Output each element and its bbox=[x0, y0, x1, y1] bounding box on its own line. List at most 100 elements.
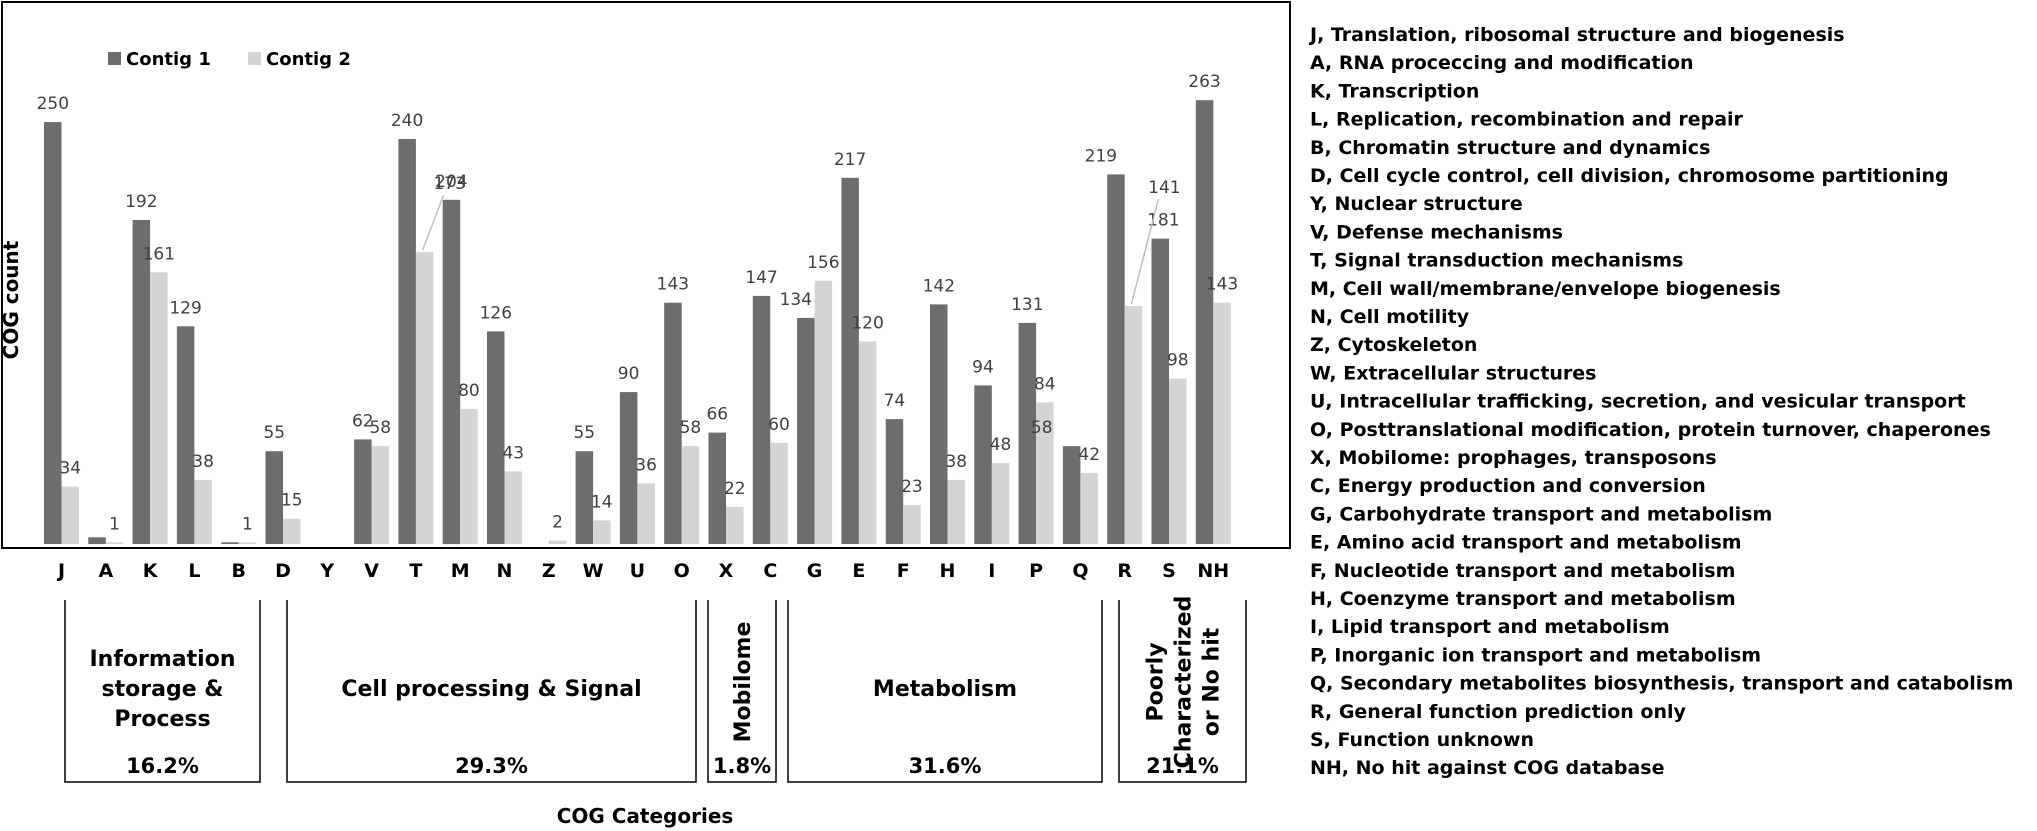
data-label-1-E: 217 bbox=[834, 150, 866, 170]
bar-2-W bbox=[593, 520, 611, 544]
tick-label-E: E bbox=[852, 560, 865, 582]
data-label-1-K: 192 bbox=[125, 192, 157, 212]
data-label-2-W: 14 bbox=[591, 492, 613, 512]
tick-label-J: J bbox=[56, 560, 65, 582]
bar-1-B bbox=[221, 542, 239, 544]
data-label-2-O: 58 bbox=[680, 418, 702, 438]
bar-1-E bbox=[841, 177, 859, 545]
bar-2-U bbox=[637, 483, 655, 545]
x-axis-title: COG Categories bbox=[557, 804, 734, 828]
plot-frame bbox=[1, 1, 1291, 549]
bar-2-Q bbox=[1080, 473, 1098, 544]
data-label-1-L: 129 bbox=[169, 298, 201, 318]
category-definition-20: F, Nucleotide transport and metabolism bbox=[1310, 560, 1735, 582]
tick-label-V: V bbox=[364, 560, 379, 582]
group-bracket-5 bbox=[1118, 600, 1247, 783]
data-label-2-F: 23 bbox=[901, 477, 923, 497]
tick-label-K: K bbox=[143, 560, 159, 582]
tick-label-D: D bbox=[275, 560, 291, 582]
category-definition-17: C, Energy production and conversion bbox=[1310, 475, 1706, 497]
bar-2-X bbox=[726, 506, 744, 544]
data-label-1-G: 134 bbox=[780, 290, 812, 310]
group-label-2-line-1: Cell processing & Signal bbox=[341, 677, 641, 702]
bar-2-NH bbox=[1213, 302, 1231, 544]
group-label-5-line-2: Characterized bbox=[1172, 596, 1197, 769]
group-percent-1: 16.2% bbox=[126, 754, 199, 778]
bar-2-D bbox=[283, 518, 301, 544]
data-label-2-Q: 42 bbox=[1078, 445, 1100, 465]
bar-1-V bbox=[354, 439, 372, 544]
bar-1-Q bbox=[1062, 446, 1081, 544]
data-label-1-R: 219 bbox=[1085, 146, 1117, 166]
bar-2-K bbox=[150, 272, 168, 544]
tick-label-U: U bbox=[630, 560, 645, 582]
bar-1-S bbox=[1151, 238, 1169, 544]
bars-layer bbox=[44, 100, 1231, 545]
group-bracket-4 bbox=[787, 600, 1103, 783]
category-definition-27: NH, No hit against COG database bbox=[1310, 757, 1664, 779]
tick-label-H: H bbox=[940, 560, 956, 582]
group-bracket-3 bbox=[707, 600, 777, 783]
data-label-2-P: 84 bbox=[1034, 374, 1056, 394]
category-definition-2: A, RNA proceccing and modification bbox=[1310, 52, 1694, 74]
group-label-5-line-1: Poorly bbox=[1144, 642, 1169, 721]
data-label-1-M: 204 bbox=[435, 172, 467, 192]
tick-label-I: I bbox=[988, 560, 995, 582]
bar-2-I bbox=[991, 463, 1010, 544]
tick-label-T: T bbox=[409, 560, 422, 582]
group-label-5-line-3: or No hit bbox=[1200, 627, 1225, 736]
bar-1-G bbox=[797, 317, 815, 544]
bar-2-A bbox=[105, 542, 124, 544]
bar-1-R bbox=[1107, 174, 1125, 544]
category-definition-12: Z, Cytoskeleton bbox=[1310, 334, 1477, 356]
category-definition-1: J, Translation, ribosomal structure and … bbox=[1308, 24, 1845, 46]
category-definition-11: N, Cell motility bbox=[1310, 306, 1470, 328]
tick-label-P: P bbox=[1029, 560, 1043, 582]
bar-2-O bbox=[681, 446, 700, 544]
data-label-2-T: 173 bbox=[433, 174, 465, 194]
data-label-1-D: 55 bbox=[263, 423, 285, 443]
bar-1-A bbox=[88, 537, 106, 545]
data-label-1-F: 74 bbox=[884, 391, 906, 411]
category-definition-4: L, Replication, recombination and repair bbox=[1310, 109, 1744, 131]
bar-2-V bbox=[371, 446, 390, 544]
bar-1-L bbox=[176, 326, 195, 544]
bar-2-H bbox=[947, 479, 965, 544]
category-definition-10: M, Cell wall/membrane/envelope biogenesi… bbox=[1310, 278, 1781, 300]
bar-2-P bbox=[1036, 402, 1054, 545]
data-label-2-D: 15 bbox=[281, 491, 303, 511]
tick-label-X: X bbox=[719, 560, 734, 582]
bar-2-R bbox=[1124, 306, 1143, 544]
data-label-2-E: 120 bbox=[851, 314, 883, 334]
data-labels-layer: 2501921295562240204126559014366147134217… bbox=[37, 72, 1239, 534]
tick-label-F: F bbox=[897, 560, 910, 582]
category-definition-23: P, Inorganic ion transport and metabolis… bbox=[1310, 644, 1761, 666]
tick-label-NH: NH bbox=[1197, 560, 1229, 582]
bar-2-F bbox=[903, 505, 921, 544]
legend-swatch-2 bbox=[248, 52, 261, 65]
bar-1-T bbox=[398, 139, 416, 544]
bar-2-C bbox=[770, 442, 788, 545]
group-label-1-line-2: storage & bbox=[102, 677, 224, 702]
bar-1-W bbox=[575, 451, 594, 544]
bar-1-F bbox=[885, 419, 904, 544]
tick-label-R: R bbox=[1117, 560, 1132, 582]
data-label-2-S: 98 bbox=[1167, 351, 1189, 371]
data-label-2-J: 34 bbox=[59, 459, 81, 479]
bar-1-C bbox=[752, 295, 771, 544]
bar-2-N bbox=[504, 471, 522, 544]
category-definitions-list: J, Translation, ribosomal structure and … bbox=[1308, 24, 2013, 779]
bar-1-NH bbox=[1195, 100, 1214, 544]
data-label-2-R: 141 bbox=[1148, 178, 1180, 198]
data-label-1-I: 94 bbox=[972, 357, 994, 377]
data-label-2-NH: 143 bbox=[1206, 275, 1238, 295]
group-label-4-line-1: Metabolism bbox=[873, 677, 1017, 702]
category-definition-15: O, Posttranslational modification, prote… bbox=[1310, 419, 1991, 441]
bar-1-U bbox=[619, 392, 638, 544]
tick-label-C: C bbox=[763, 560, 777, 582]
bar-2-M bbox=[460, 409, 478, 544]
group-label-3-line-1: Mobilome bbox=[731, 622, 756, 743]
data-label-1-N: 126 bbox=[480, 303, 512, 323]
bar-2-B bbox=[238, 542, 257, 544]
category-definition-14: U, Intracellular trafficking, secretion,… bbox=[1310, 391, 1966, 413]
